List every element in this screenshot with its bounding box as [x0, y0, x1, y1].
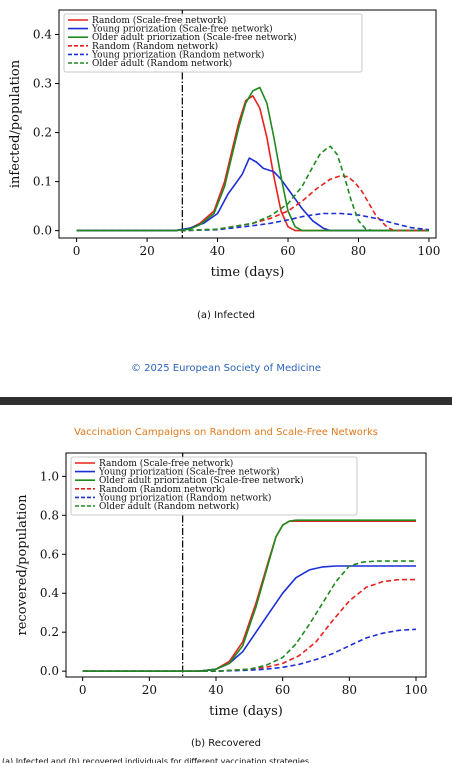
y-tick-label: 0.2	[33, 126, 52, 140]
legend-entry: Young priorization (Scale-free network)	[98, 467, 280, 478]
series-line-4	[76, 212, 430, 232]
y-tick-label: 0.2	[40, 625, 59, 639]
series-line-2	[82, 519, 416, 673]
infected-chart: 0 20 40 60 80 100 0.0 0.1 0.2 0.3 0.4 time (days) in…	[8, 9, 441, 280]
series-line-5	[76, 145, 429, 232]
y-tick-label: 0.0	[40, 664, 59, 678]
x-tick-label: 60	[275, 683, 290, 697]
y-axis-label: infected/population	[8, 59, 23, 188]
y-tick-label: 0.0	[33, 224, 52, 238]
legend-entry: Random (Scale-free network)	[99, 458, 233, 469]
bottom-figure-panel: Vaccination Campaigns on Random and Scal…	[0, 405, 452, 763]
legend-entry: Older adult (Random network)	[99, 501, 239, 512]
x-tick-label: 100	[418, 244, 441, 258]
x-tick-label: 80	[342, 683, 357, 697]
y-tick-label: 0.4	[40, 586, 59, 600]
legend-entry: Random (Random network)	[99, 484, 225, 495]
legend-box	[70, 456, 358, 516]
section-divider	[0, 397, 452, 405]
y-axis-label: recovered/population	[15, 494, 30, 636]
series-line-2	[76, 86, 429, 232]
series-line-1	[76, 157, 429, 232]
top-figure-panel: 0 20 40 60 80 100 0.0 0.1 0.2 0.3 0.4 time (days) in…	[8, 9, 441, 374]
x-tick-label: 0	[79, 683, 87, 697]
x-tick-label: 40	[208, 683, 223, 697]
legend-entry: Random (Random network)	[92, 41, 218, 52]
bottom-figure-title: Vaccination Campaigns on Random and Scal…	[73, 427, 379, 438]
figure-caption-a: (a) Infected	[197, 310, 255, 321]
legend-entry: Older adult priorization (Scale-free net…	[99, 475, 304, 486]
legend-entry: Older adult (Random network)	[92, 58, 232, 69]
cropped-caption-text: (a) Infected and (b) recovered individua…	[2, 757, 310, 763]
legend-entry: Random (Scale-free network)	[92, 15, 226, 26]
x-tick-label: 80	[351, 244, 366, 258]
figure-caption-b: (b) Recovered	[190, 738, 262, 749]
y-tick-label: 0.1	[33, 175, 52, 189]
legend-entry: Older adult priorization (Scale-free net…	[92, 32, 297, 43]
y-tick-label: 0.3	[33, 77, 52, 91]
x-tick-label: 60	[280, 244, 295, 258]
series-line-5	[82, 560, 416, 673]
x-axis-label: time (days)	[211, 265, 285, 280]
legend-entry: Young priorization (Random network)	[91, 49, 264, 60]
legend-entry: Young priorization (Scale-free network)	[91, 24, 273, 35]
x-tick-label: 20	[139, 244, 154, 258]
y-tick-label: 1.0	[40, 469, 59, 483]
legend-box	[63, 13, 363, 73]
x-tick-label: 100	[405, 683, 428, 697]
x-tick-label: 20	[142, 683, 157, 697]
legend-entry: Young priorization (Random network)	[98, 492, 271, 503]
recovered-chart: 0 20 40 60 80 100 0.0 0.2 0.4 0.6 0.8 1.0 time (days…	[15, 452, 428, 719]
y-tick-label: 0.8	[40, 508, 59, 522]
x-tick-label: 40	[210, 244, 225, 258]
x-tick-label: 0	[73, 244, 81, 258]
copyright-footer: © 2025 European Society of Medicine	[130, 363, 322, 374]
x-axis-label: time (days)	[209, 704, 283, 719]
series-line-3	[82, 578, 416, 673]
series-line-4	[82, 628, 417, 673]
y-tick-label: 0.4	[33, 28, 52, 42]
y-tick-label: 0.6	[40, 547, 59, 561]
